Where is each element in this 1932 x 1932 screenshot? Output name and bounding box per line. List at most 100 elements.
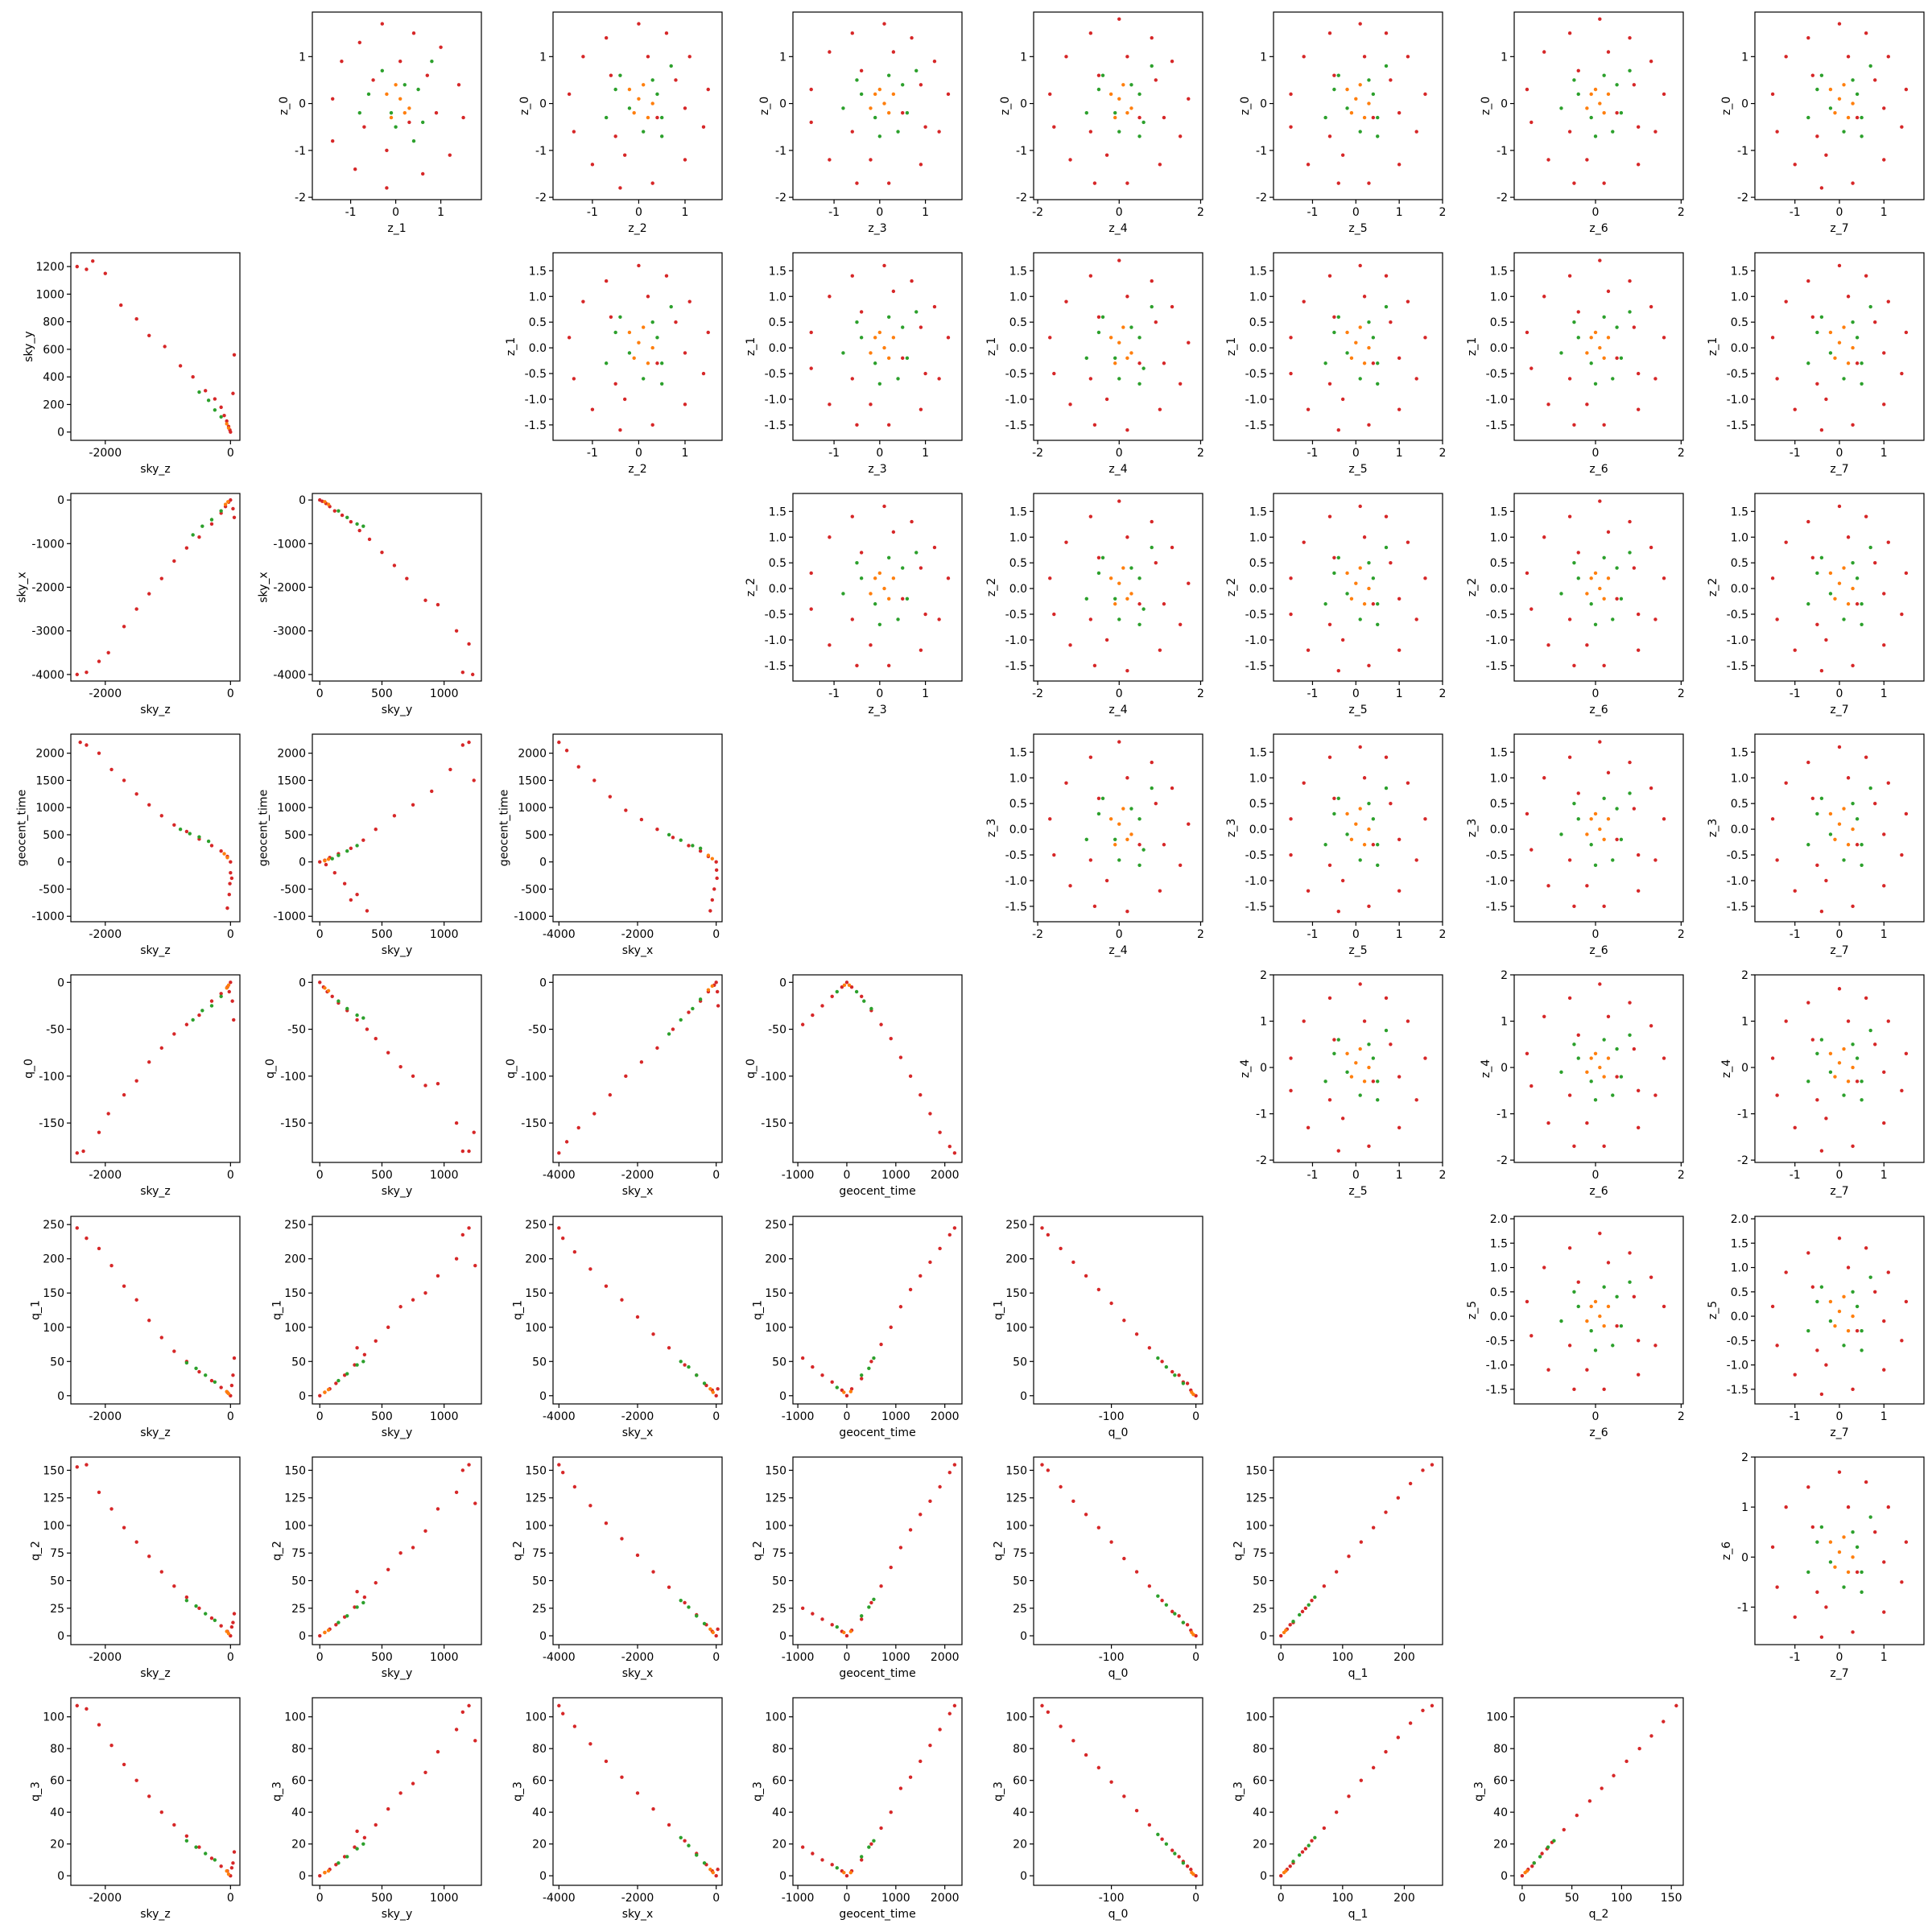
data-point-red (1576, 1033, 1580, 1037)
y-axis-label: q_1 (512, 1300, 525, 1320)
data-point-red (1837, 1470, 1842, 1474)
data-point-red (923, 371, 927, 376)
x-axis-label: z_3 (868, 222, 886, 235)
data-point-red (1649, 786, 1653, 791)
data-point-red (716, 1004, 720, 1008)
data-point-red (809, 571, 813, 576)
data-point-red (357, 528, 361, 533)
data-point-green (361, 1600, 365, 1605)
data-point-green (416, 87, 420, 92)
y-axis-label: sky_y (23, 331, 35, 361)
y-tick-label: -100 (521, 1071, 547, 1084)
data-point-orange (326, 1387, 331, 1392)
plot-frame (792, 1456, 963, 1645)
data-point-orange (1589, 336, 1593, 340)
data-point-red (1310, 1598, 1314, 1603)
data-point-red (698, 849, 703, 853)
data-point-green (357, 111, 361, 115)
data-point-green (1602, 73, 1606, 77)
data-point-green (1593, 622, 1598, 626)
y-tick-label: -1.5 (1486, 901, 1508, 914)
data-point-red (1602, 423, 1606, 427)
data-point-green (361, 524, 365, 528)
data-point-orange (848, 1629, 853, 1633)
data-point-green (1860, 134, 1864, 138)
data-point-red (1303, 1847, 1308, 1851)
data-point-green (194, 1366, 198, 1370)
data-point-red (1882, 643, 1886, 647)
plot-frame (552, 11, 723, 200)
y-tick-label: 2 (1741, 1451, 1748, 1464)
data-point-green (1572, 78, 1576, 82)
data-point-red (1837, 987, 1842, 991)
data-point-red (1397, 597, 1402, 601)
data-point-red (828, 643, 832, 647)
data-point-green (841, 106, 845, 110)
data-point-red (1178, 382, 1183, 386)
subplot-q_1-vs-geocent_time: -1000 0 1000 2000050100150200250geocent_tim… (752, 1216, 963, 1439)
y-tick-label: 1.0 (1009, 291, 1027, 303)
y-tick-label: 0 (299, 98, 306, 111)
data-point-green (1851, 1290, 1855, 1294)
data-point-red (1104, 397, 1109, 402)
data-point-red (1397, 837, 1402, 842)
data-point-green (914, 310, 919, 314)
y-tick-label: 0.0 (1009, 583, 1027, 596)
y-tick-label: -1.5 (1245, 660, 1267, 673)
y-tick-label: -0.5 (765, 368, 786, 381)
data-point-red (635, 1791, 640, 1795)
data-point-red (1158, 648, 1162, 652)
data-point-red (473, 1739, 477, 1743)
data-point-orange (1349, 356, 1354, 361)
data-point-red (1347, 1554, 1351, 1558)
data-point-green (901, 566, 905, 570)
data-point-green (1332, 571, 1336, 576)
data-point-green (1855, 1304, 1860, 1309)
data-point-green (702, 1621, 707, 1626)
data-point-red (1815, 1590, 1819, 1594)
data-point-red (109, 1507, 114, 1511)
data-point-green (1129, 83, 1133, 87)
y-tick-label: 0 (57, 1630, 64, 1643)
data-point-green (604, 361, 609, 365)
x-tick-label: -1 (1790, 1651, 1801, 1664)
data-point-red (1278, 1633, 1283, 1638)
data-point-red (1185, 1623, 1190, 1627)
data-point-red (646, 55, 650, 59)
y-tick-label: 100 (1005, 1322, 1027, 1335)
data-point-red (467, 1149, 471, 1154)
y-axis-label: z_3 (1466, 819, 1479, 837)
data-point-green (1860, 1348, 1864, 1352)
data-point-red (231, 1861, 235, 1865)
data-point-green (1860, 863, 1864, 867)
data-point-red (716, 1868, 720, 1872)
data-point-red (919, 1759, 923, 1764)
data-point-green (1376, 843, 1380, 847)
x-tick-label: 2 (1678, 928, 1685, 941)
data-point-orange (1589, 92, 1593, 97)
data-point-green (691, 1006, 695, 1011)
x-tick-label: 0 (712, 1410, 720, 1423)
data-point-orange (1842, 1535, 1846, 1539)
data-point-red (134, 792, 138, 796)
y-tick-label: 50 (772, 1575, 786, 1588)
data-point-red (1628, 279, 1632, 283)
data-point-green (1113, 597, 1117, 601)
data-point-red (1340, 878, 1345, 883)
data-point-red (800, 1022, 805, 1026)
data-point-red (467, 1226, 471, 1230)
y-tick-label: -1.0 (1245, 394, 1267, 407)
data-point-red (1530, 1864, 1534, 1868)
x-tick-label: 1000 (881, 1169, 910, 1182)
data-point-red (850, 617, 854, 621)
subplot-z_1-vs-z_7: -1 0 1-1.5-1.0-0.50.00.51.01.5z_7z_1 (1707, 252, 1925, 476)
data-point-red (714, 1393, 718, 1397)
data-point-red (1170, 786, 1174, 791)
x-tick-label: 2000 (931, 1169, 960, 1182)
data-point-red (716, 1627, 720, 1632)
data-point-red (1806, 279, 1810, 283)
data-point-red (1150, 760, 1154, 765)
data-point-orange (1828, 1051, 1833, 1056)
y-tick-label: -1.5 (1486, 660, 1508, 673)
